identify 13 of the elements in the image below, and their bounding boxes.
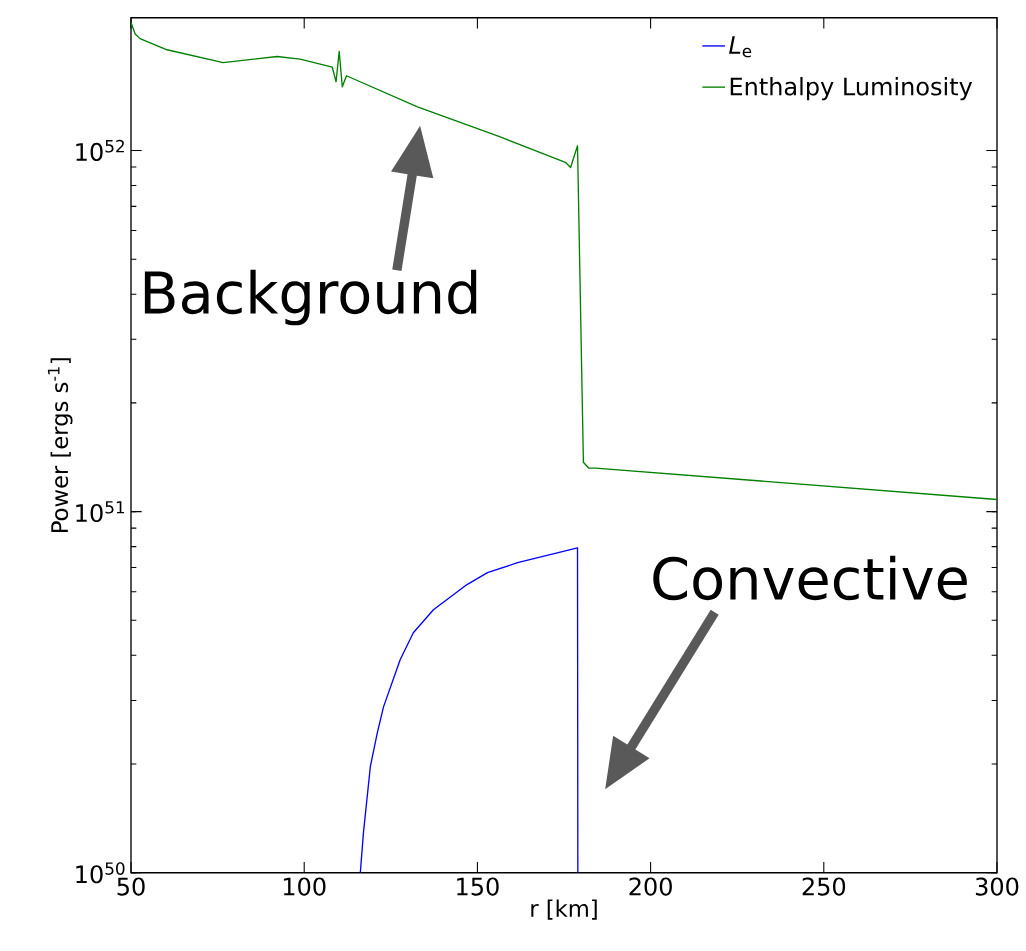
y-tick-label: 10$^{51}$ [76, 501, 125, 523]
annotation: Convective [653, 555, 967, 601]
annotation: Background [144, 269, 477, 326]
x-tick-label: 100 [283, 877, 326, 896]
x-tick-label: 250 [802, 877, 846, 896]
x-tick-label: 150 [457, 877, 499, 896]
y-tick-label: 10$^{52}$ [76, 139, 124, 162]
legend-label: L$_{e}$ [729, 36, 752, 58]
x-axis-title: r [km] [531, 899, 597, 920]
x-tick-label: 200 [629, 877, 672, 896]
legend-label: Enthalpy Luminosity [730, 77, 973, 101]
x-tick-label: 300 [975, 877, 1019, 896]
y-axis-title: Power [ergs s$^{-1}$] [47, 358, 73, 533]
